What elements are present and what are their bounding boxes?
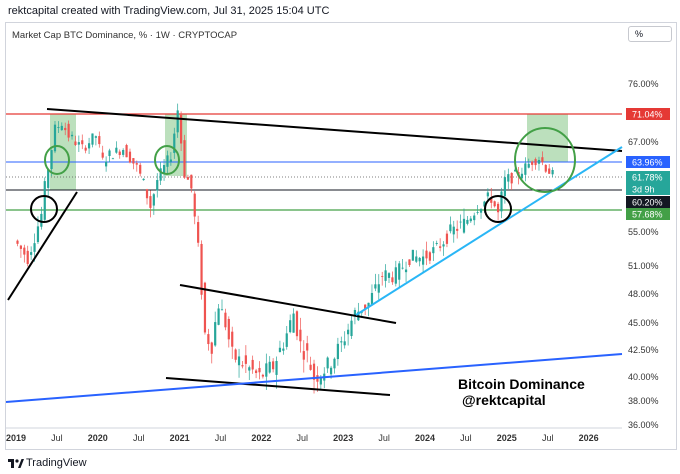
attribution-text: rektcapital created with TradingView.com… — [8, 5, 330, 17]
chart-frame — [5, 22, 677, 450]
tradingview-logo-icon — [8, 459, 24, 468]
scale-percent-button[interactable]: % — [628, 26, 672, 42]
symbol-title: Market Cap BTC Dominance, % · 1W · CRYPT… — [12, 30, 238, 41]
footer-brand: TradingView — [26, 457, 87, 469]
chart-header: rektcapital created with TradingView.com… — [0, 0, 680, 22]
footer: TradingView — [0, 452, 680, 474]
